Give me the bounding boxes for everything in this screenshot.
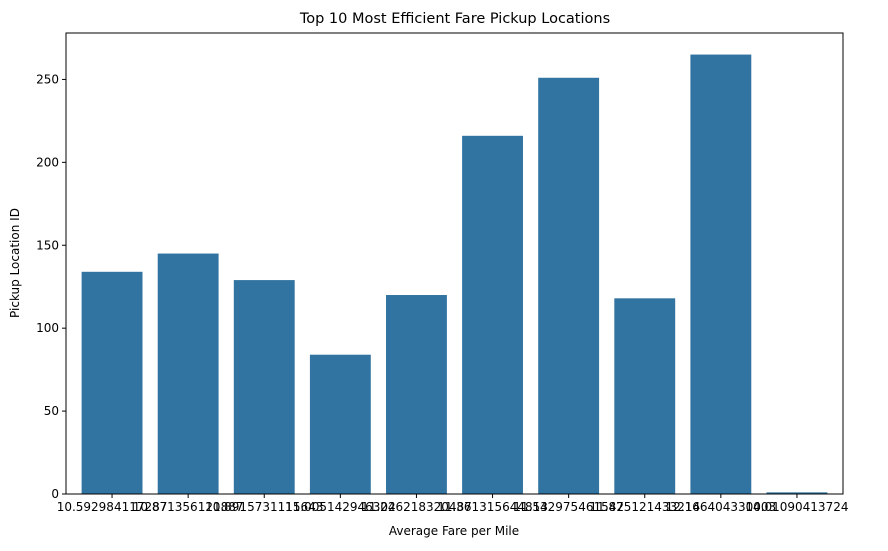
bar <box>690 54 752 495</box>
x-tick-label: 11.005142946302 <box>285 500 396 514</box>
chart-title: Top 10 Most Efficient Fare Pickup Locati… <box>299 11 610 27</box>
bar <box>538 77 600 495</box>
y-axis-label: Pickup Location ID <box>8 208 22 318</box>
bar <box>157 253 219 494</box>
x-tick-label: 11.875121433214 <box>589 500 700 514</box>
y-tick-label: 150 <box>36 238 59 252</box>
bar <box>614 298 676 494</box>
bar <box>766 492 828 494</box>
x-tick-label: 11.361315644813 <box>437 500 548 514</box>
plot-frame <box>65 32 844 495</box>
x-tick-label: 10.8915731115643 <box>205 500 323 514</box>
x-tick-label: 14.01090413724 <box>745 500 848 514</box>
x-axis: 10.59298411728710.87135612188710.8915731… <box>57 494 848 514</box>
y-tick-label: 200 <box>36 155 59 169</box>
bar <box>309 354 371 494</box>
y-tick-label: 100 <box>36 321 59 335</box>
y-axis: 0 50 100 150 200 250 <box>36 72 66 501</box>
x-tick-label: 12.166404330003 <box>665 500 776 514</box>
bar <box>386 295 447 494</box>
bar <box>462 135 523 494</box>
y-tick-label: 50 <box>44 404 59 418</box>
y-tick-label: 0 <box>51 487 59 501</box>
y-tick-label: 250 <box>36 72 59 86</box>
x-tick-label: 11.542975461542 <box>513 500 624 514</box>
x-tick-label: 10.871356121887 <box>133 500 244 514</box>
bar <box>81 271 143 494</box>
bar <box>233 280 295 494</box>
x-axis-label: Average Fare per Mile <box>389 524 519 538</box>
x-tick-label: 11.246218320487 <box>361 500 472 514</box>
x-tick-label: 10.592984117287 <box>57 500 168 514</box>
plot-area <box>81 54 828 495</box>
